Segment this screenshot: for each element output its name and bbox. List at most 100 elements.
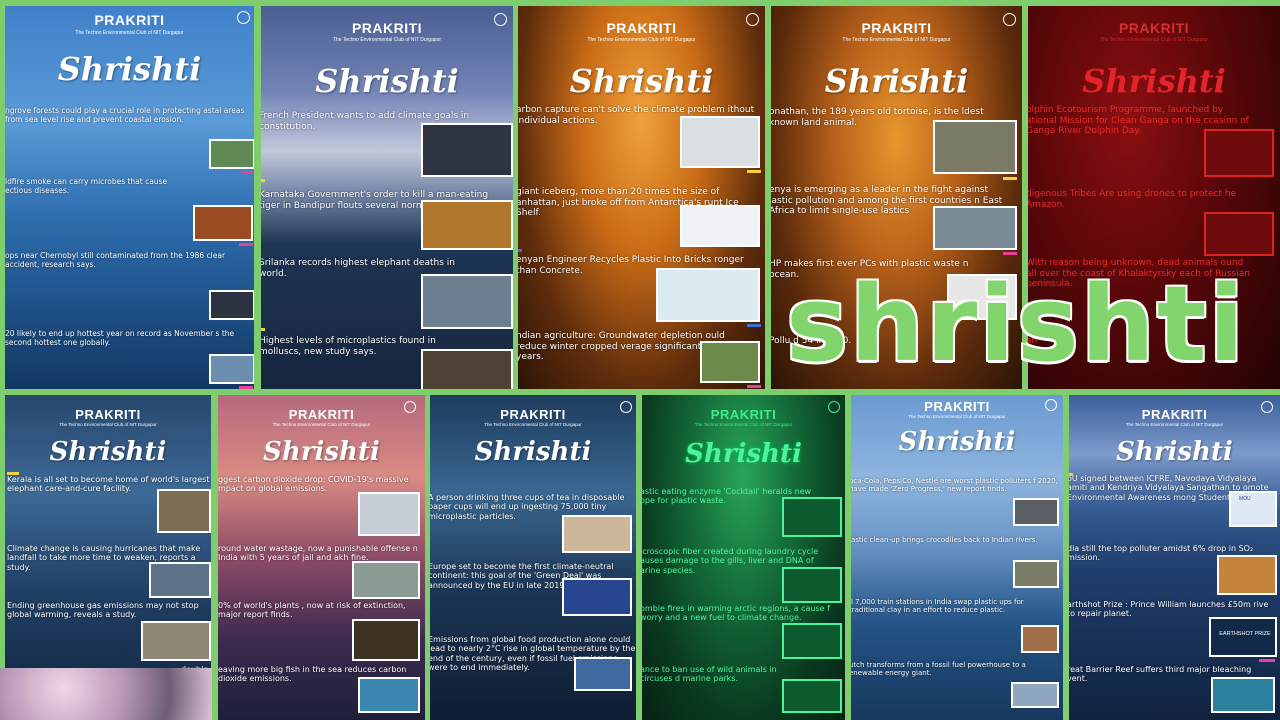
carbon-capture-thumbnail bbox=[680, 116, 760, 168]
nit-emblem-icon bbox=[404, 401, 416, 413]
french-president-thumbnail bbox=[421, 123, 513, 177]
water-wastage-thumbnail bbox=[352, 561, 420, 599]
brand-subtitle: The Techno Environmental Club of NIT Dur… bbox=[1099, 37, 1209, 43]
tiger-thumbnail bbox=[421, 200, 513, 250]
newsletter-title: Shrishti bbox=[263, 437, 380, 467]
news-item: HP makes first ever PCs with plastic was… bbox=[771, 259, 969, 280]
bottles-thumbnail bbox=[1013, 498, 1059, 526]
news-item: icroscopic fiber created during laundry … bbox=[642, 547, 819, 575]
accent-bar bbox=[1003, 177, 1017, 180]
newsletter-title: Shrishti bbox=[1116, 437, 1233, 467]
newsletter-panel-4: PRAKRITI The Techno Environmental Club o… bbox=[771, 6, 1022, 389]
accent-bar bbox=[261, 179, 265, 182]
chernobyl-thumbnail bbox=[209, 290, 254, 320]
so2-thumbnail bbox=[1217, 555, 1277, 595]
news-item: an bbox=[1028, 336, 1038, 346]
news-item: ombie fires in warming arctic regions, a… bbox=[642, 604, 830, 623]
earthshot-label: EARTHSHOT PRIZE bbox=[1219, 631, 1271, 637]
brand-subtitle: The Techno Environmental Club of NIT Dur… bbox=[694, 422, 793, 427]
covid-globe-thumbnail bbox=[358, 492, 420, 536]
mangrove-thumbnail bbox=[209, 139, 254, 169]
news-item: ll 7,000 train stations in India swap pl… bbox=[851, 598, 1024, 615]
news-item: oU signed between ICFRE, Navodaya Vidyal… bbox=[1069, 474, 1269, 502]
news-item: eaving more big fish in the sea reduces … bbox=[218, 665, 407, 684]
brand-name: PRAKRITI bbox=[75, 407, 141, 422]
nit-emblem-icon bbox=[1045, 399, 1057, 411]
zombie-fire-thumbnail bbox=[782, 623, 842, 659]
news-item: Kerala is all set to become home of worl… bbox=[7, 475, 210, 494]
reef-thumbnail bbox=[1211, 677, 1275, 713]
molluscs-thumbnail bbox=[421, 349, 513, 389]
news-item: Highest levels of microplastics found in… bbox=[261, 336, 436, 357]
clay-cups-thumbnail bbox=[1021, 625, 1059, 653]
newsletter-title: Shrishti bbox=[315, 62, 459, 100]
news-item: Srilanka records highest elephant deaths… bbox=[261, 258, 455, 279]
hurricane-thumbnail bbox=[149, 562, 211, 598]
newsletter-title: Shrishti bbox=[569, 62, 714, 100]
accent-bar bbox=[1259, 659, 1275, 662]
plastic-bricks-thumbnail bbox=[656, 268, 760, 322]
circus-thumbnail bbox=[782, 679, 842, 713]
nit-emblem-icon bbox=[828, 401, 840, 413]
accent-bar bbox=[261, 328, 265, 331]
news-item: French President wants to add climate go… bbox=[261, 111, 470, 132]
brand-subtitle: The Techno Environmental Club of NIT Dur… bbox=[908, 414, 1006, 419]
wildfire-thumbnail bbox=[193, 205, 253, 241]
brand-subtitle: The Techno Environmental Club of NIT Dur… bbox=[1125, 422, 1224, 427]
accent-bar bbox=[747, 324, 761, 327]
accent-bar bbox=[1069, 473, 1073, 476]
newsletter-panel-9: PRAKRITI The Techno Environmental Club o… bbox=[642, 395, 845, 720]
newsletter-panel-1: PRAKRITI The Techno Environmental Club o… bbox=[5, 6, 254, 389]
mou-label: MOU bbox=[1239, 496, 1251, 502]
news-item: ngrove forests could play a crucial role… bbox=[5, 106, 245, 124]
newsletter-title: Shrishti bbox=[898, 427, 1016, 457]
newsletter-title: Shrishti bbox=[57, 50, 202, 88]
nit-emblem-icon bbox=[494, 13, 507, 26]
newsletter-title: Shrishti bbox=[49, 437, 167, 467]
kenya-plastic-thumbnail bbox=[933, 206, 1017, 250]
fiber-thumbnail bbox=[782, 567, 842, 603]
news-item: astic eating enzyme 'Cocktail' heralds n… bbox=[642, 487, 812, 506]
newsletter-panel-2: PRAKRITI The Techno Environmental Club o… bbox=[261, 6, 513, 389]
shrishti-overlay-text: shrishti bbox=[786, 263, 1247, 385]
brand-subtitle: The Techno Environmental Club of NIT Dur… bbox=[484, 422, 582, 427]
hp-pc-thumbnail bbox=[947, 274, 1017, 320]
news-item: ggest carbon dioxide drop: COVID-19's ma… bbox=[218, 475, 409, 494]
news-item: arbon capture can't solve the climate pr… bbox=[518, 105, 755, 126]
newsletter-title: Shrishti bbox=[474, 437, 592, 467]
news-item: digenous Tribes Are using drones to prot… bbox=[1028, 189, 1237, 210]
nit-emblem-icon bbox=[746, 13, 759, 26]
news-item: Climate change is causing hurricanes tha… bbox=[7, 544, 201, 572]
tortoise-thumbnail bbox=[933, 120, 1017, 174]
brand-name: PRAKRITI bbox=[710, 407, 777, 422]
brand-subtitle: The Techno Environmental Club of NIT Dur… bbox=[272, 422, 371, 427]
crocodile-thumbnail bbox=[1013, 560, 1059, 588]
brand-subtitle: The Techno Environmental Club of NIT Dur… bbox=[587, 37, 696, 43]
emissions-thumbnail bbox=[141, 621, 211, 661]
news-item: round water wastage, now a punishable of… bbox=[218, 544, 418, 563]
news-item: dia still the top polluter amidst 6% dro… bbox=[1069, 544, 1254, 563]
brand-name: PRAKRITI bbox=[861, 20, 932, 36]
accent-bar bbox=[747, 170, 761, 173]
accent-bar bbox=[7, 472, 19, 475]
nit-emblem-icon bbox=[237, 11, 250, 24]
food-emissions-thumbnail bbox=[574, 657, 632, 691]
accent-bar bbox=[518, 249, 522, 252]
accent-bar bbox=[241, 171, 254, 174]
news-item: enya is emerging as a leader in the figh… bbox=[771, 185, 1003, 217]
elephant-thumbnail bbox=[421, 274, 513, 329]
newsletter-panel-10: PRAKRITI The Techno Environmental Club o… bbox=[851, 395, 1063, 720]
newsletter-panel-3: PRAKRITI The Techno Environmental Club o… bbox=[518, 6, 765, 389]
news-item: 20 likely to end up hottest year on reco… bbox=[5, 329, 235, 347]
drone-thumbnail bbox=[1204, 212, 1274, 256]
dutch-energy-thumbnail bbox=[1011, 682, 1059, 708]
glitter-decoration bbox=[0, 668, 212, 720]
elephant-care-thumbnail bbox=[157, 489, 211, 533]
news-item: ance to ban use of wild animals in circu… bbox=[642, 665, 777, 684]
groundwater-thumbnail bbox=[700, 341, 760, 383]
accent-bar bbox=[239, 386, 253, 389]
newsletter-panel-5: PRAKRITI The Techno Environmental Club o… bbox=[1028, 6, 1280, 389]
news-item: lastic clean-up brings crocodiles back t… bbox=[851, 536, 1038, 544]
news-item: 0% of world's plants , now at risk of ex… bbox=[218, 601, 406, 620]
brand-subtitle: The Techno Environmental Club of NIT Dur… bbox=[75, 30, 184, 36]
